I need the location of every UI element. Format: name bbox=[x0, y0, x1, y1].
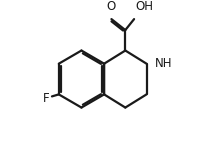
Text: F: F bbox=[43, 91, 50, 105]
Text: O: O bbox=[107, 0, 116, 13]
Text: NH: NH bbox=[155, 57, 173, 70]
Text: OH: OH bbox=[136, 0, 154, 13]
